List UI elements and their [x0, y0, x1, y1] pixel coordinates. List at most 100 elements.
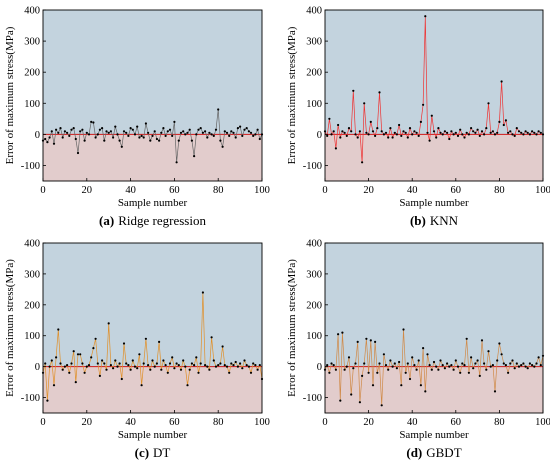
x-tick-label: 40 — [407, 417, 418, 428]
data-point — [483, 133, 486, 136]
data-point — [122, 130, 126, 133]
y-tick-label: 100 — [306, 99, 322, 110]
data-point — [201, 131, 204, 134]
data-point — [118, 139, 121, 142]
data-point — [448, 365, 451, 368]
data-point — [330, 362, 333, 365]
data-point — [103, 362, 106, 365]
data-point — [332, 130, 335, 133]
data-point — [387, 136, 390, 139]
data-point — [487, 102, 490, 105]
data-point — [474, 131, 477, 134]
data-point — [59, 362, 62, 365]
data-point — [92, 121, 95, 124]
y-tick-label: 0 — [317, 362, 322, 373]
data-point — [127, 134, 130, 137]
y-tick-label: 300 — [24, 37, 40, 48]
data-point — [522, 133, 525, 136]
data-point — [537, 356, 540, 359]
data-point — [85, 365, 88, 368]
data-point — [201, 291, 204, 294]
data-point — [398, 360, 401, 364]
data-point — [339, 136, 342, 139]
data-point — [230, 362, 233, 365]
data-point — [158, 139, 161, 142]
negative-error-region — [43, 134, 262, 181]
data-point — [533, 131, 536, 134]
data-point — [83, 139, 86, 142]
data-point — [356, 340, 359, 343]
data-point — [470, 127, 473, 130]
x-axis-label: Sample number — [118, 429, 188, 441]
data-point — [208, 368, 211, 371]
data-point — [247, 130, 250, 133]
data-point — [142, 362, 145, 365]
data-point — [212, 359, 215, 362]
plot-frame — [42, 9, 263, 182]
x-tick-label: 20 — [363, 417, 374, 428]
data-point — [48, 136, 51, 139]
data-point — [491, 130, 494, 133]
data-point — [498, 342, 501, 345]
data-point — [341, 331, 344, 334]
data-point — [511, 133, 514, 136]
data-point — [507, 131, 510, 134]
data-point — [254, 133, 257, 136]
data-point — [74, 137, 77, 141]
y-tick-label: -100 — [303, 161, 322, 172]
data-point — [437, 368, 440, 371]
data-point — [112, 136, 115, 139]
x-axis-label: Sample number — [399, 197, 469, 209]
data-point — [432, 130, 436, 133]
data-point — [239, 362, 242, 365]
data-point — [234, 360, 237, 364]
x-tick-label: 100 — [535, 185, 550, 196]
data-point — [236, 365, 239, 368]
data-point — [419, 384, 422, 387]
data-point — [136, 367, 139, 370]
data-point — [454, 359, 457, 362]
data-point — [138, 353, 141, 356]
data-point — [182, 359, 185, 362]
data-point — [354, 133, 357, 136]
data-point — [456, 365, 460, 368]
data-point — [72, 350, 75, 353]
data-point — [528, 362, 532, 365]
data-point — [422, 347, 425, 350]
data-point — [400, 384, 403, 387]
data-point — [337, 333, 340, 336]
data-point — [109, 364, 112, 367]
data-point — [199, 362, 202, 365]
data-point — [426, 131, 429, 134]
data-point — [480, 339, 484, 342]
data-point — [254, 364, 257, 367]
data-point — [105, 130, 108, 133]
data-point — [393, 131, 396, 134]
data-point — [537, 130, 540, 133]
data-point — [517, 130, 521, 133]
data-point — [249, 131, 253, 134]
y-tick-label: 400 — [306, 6, 322, 17]
data-point — [230, 130, 233, 133]
data-point — [535, 133, 538, 136]
data-point — [341, 130, 344, 133]
data-point — [395, 367, 398, 370]
y-tick-label: 400 — [306, 239, 322, 250]
y-tick-label: 200 — [24, 68, 40, 79]
data-point — [365, 337, 368, 340]
data-point — [151, 359, 154, 362]
data-point — [380, 404, 383, 407]
data-point — [193, 155, 196, 158]
data-point — [85, 131, 88, 134]
data-point — [350, 393, 353, 396]
data-point — [63, 130, 66, 133]
data-point — [197, 128, 200, 131]
data-point — [328, 371, 331, 374]
data-point — [378, 91, 381, 94]
data-point — [107, 131, 110, 134]
data-point — [369, 120, 372, 123]
data-point — [459, 371, 462, 374]
x-tick-label: 80 — [213, 185, 224, 196]
data-point — [74, 381, 77, 384]
data-point — [391, 365, 394, 368]
